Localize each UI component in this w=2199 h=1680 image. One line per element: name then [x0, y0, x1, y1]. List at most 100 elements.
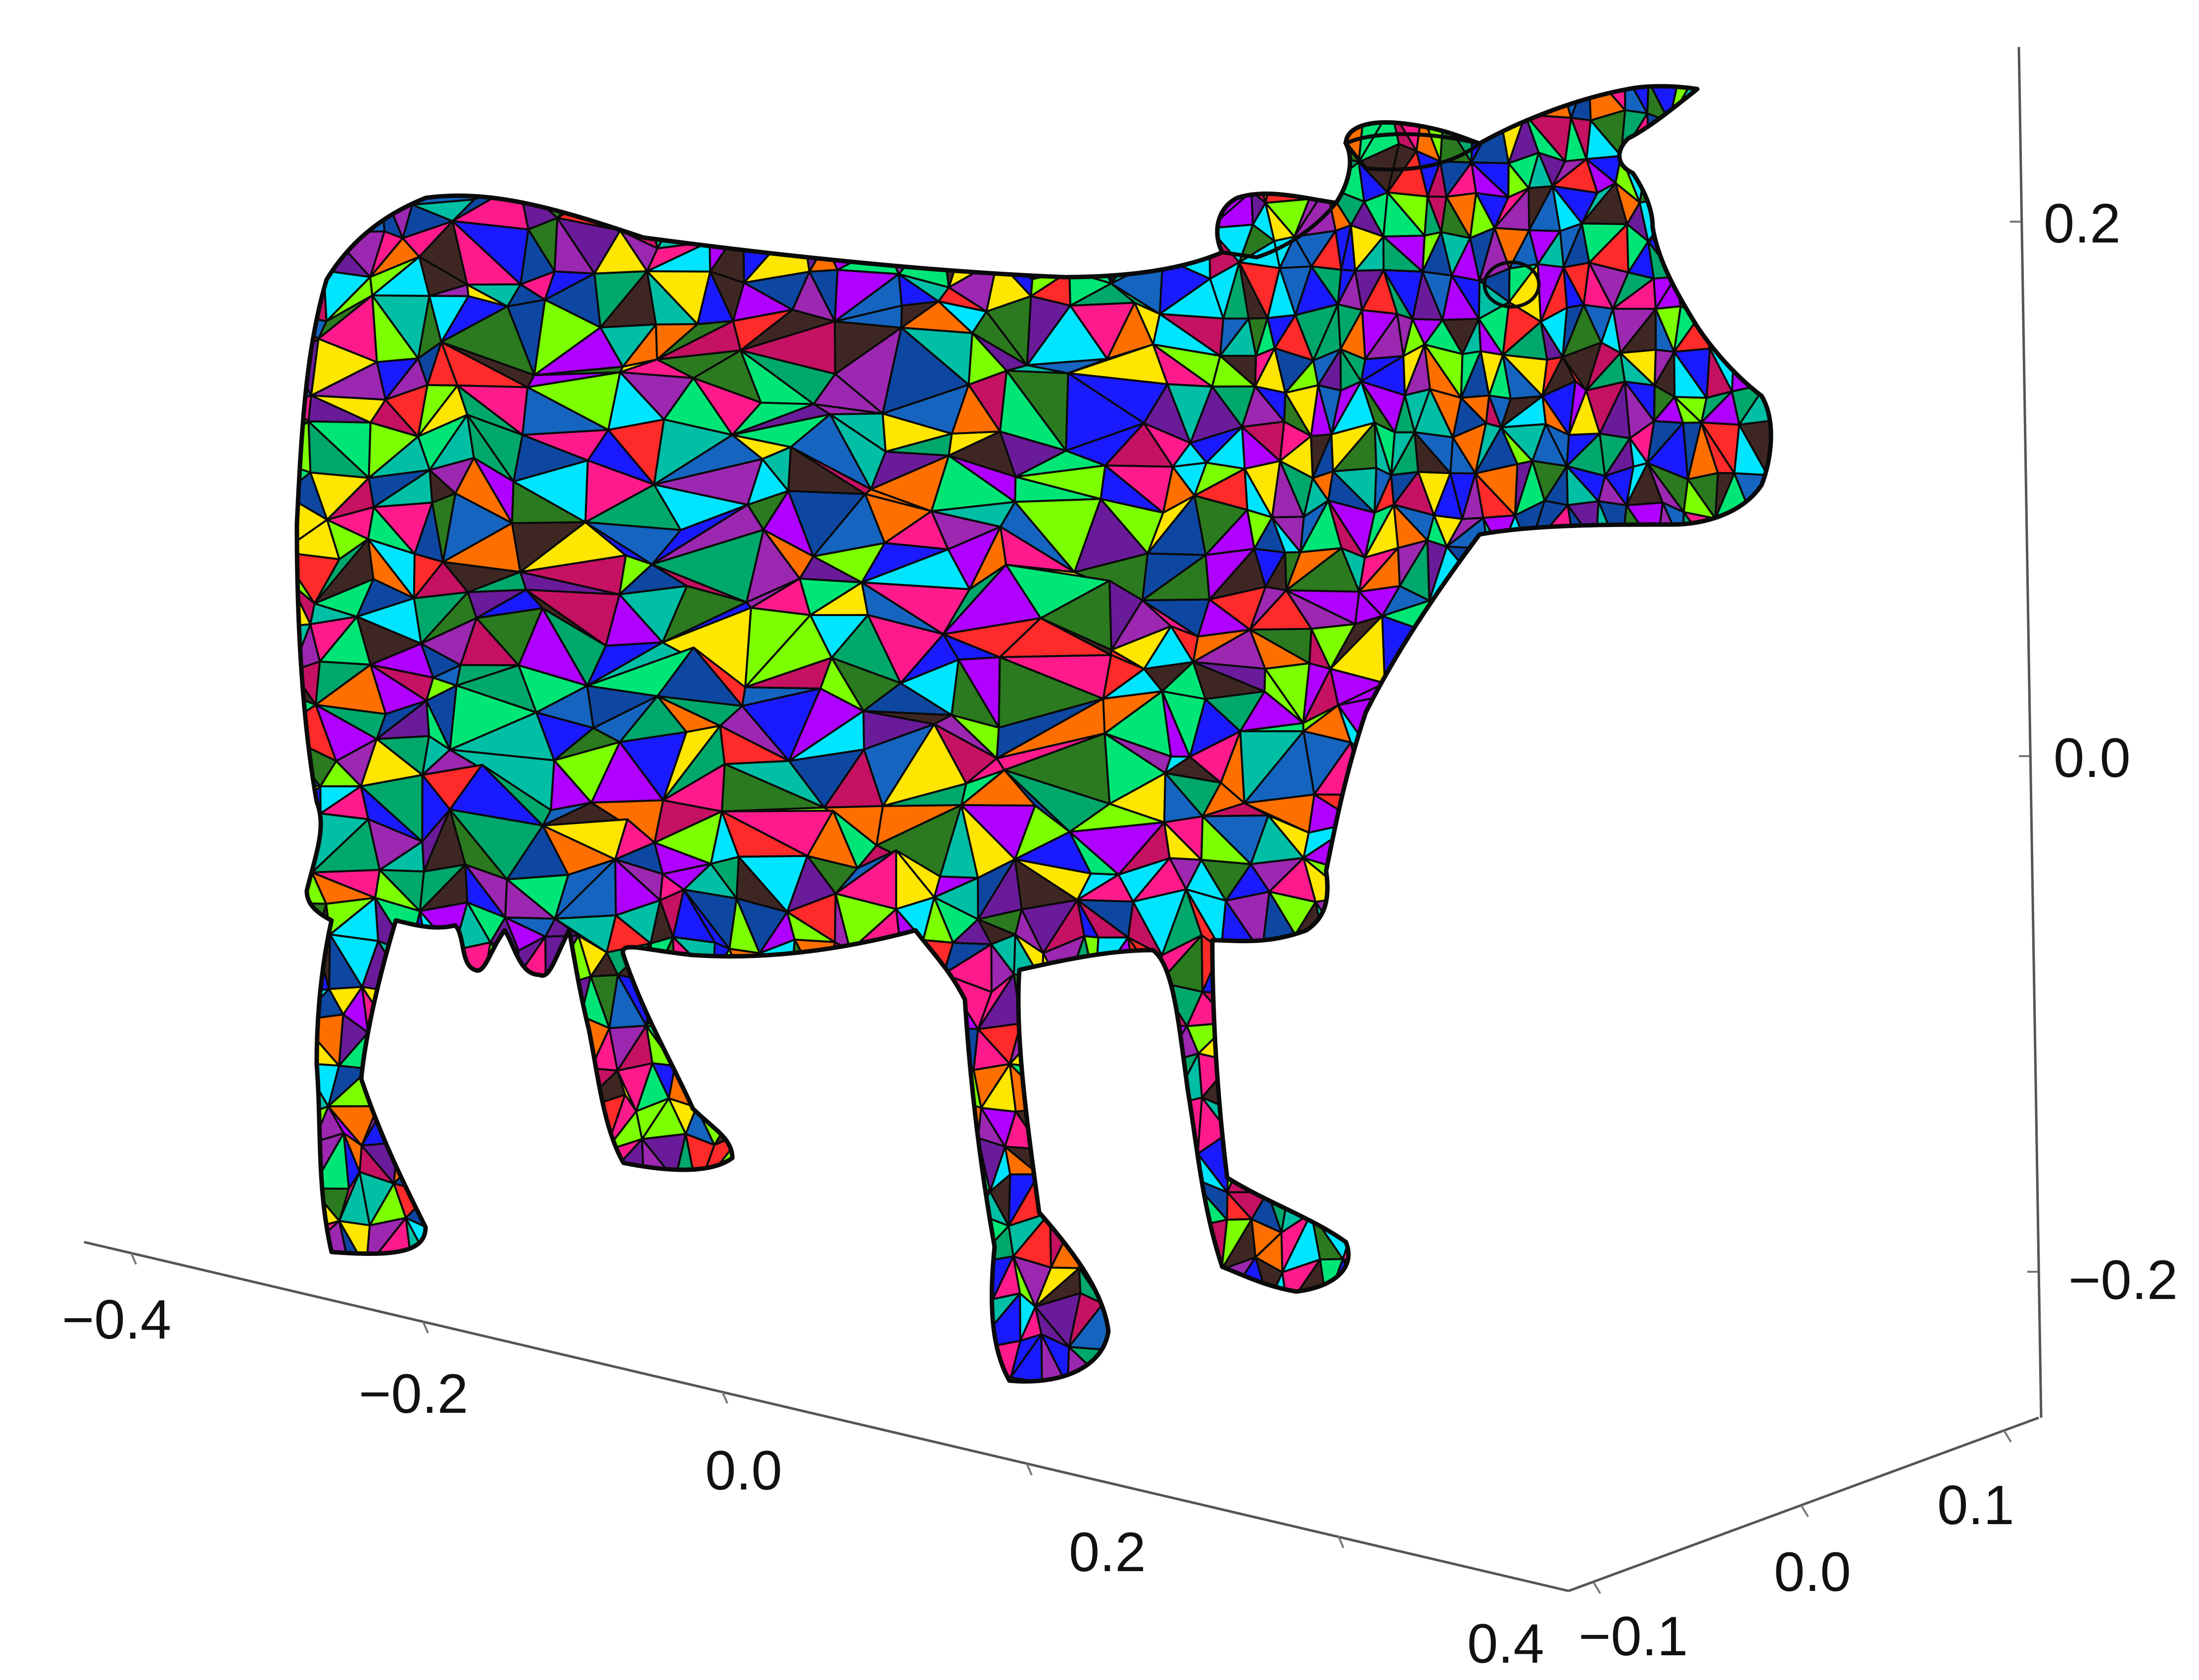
- mesh-facet: [1125, 1099, 1163, 1145]
- mesh-facet: [733, 86, 803, 106]
- mesh-facet: [1722, 875, 1771, 919]
- mesh-facet: [1155, 221, 1210, 259]
- mesh-facet: [1525, 1294, 1577, 1343]
- mesh-facet: [1248, 1135, 1293, 1187]
- mesh-facet: [297, 269, 325, 312]
- mesh-facet: [1705, 618, 1769, 673]
- mesh-facet: [1737, 198, 1761, 243]
- z-axis-ticks: [2010, 221, 2038, 1273]
- mesh-facet: [1415, 86, 1446, 119]
- mesh-facet: [739, 153, 803, 189]
- mesh-facet: [787, 1147, 823, 1174]
- mesh-facet: [1377, 1261, 1405, 1298]
- mesh-facet: [1177, 86, 1217, 105]
- mesh-facet: [701, 86, 735, 129]
- mesh-facet: [1292, 1029, 1319, 1066]
- mesh-facet: [742, 186, 781, 225]
- mesh-facet: [1424, 698, 1478, 748]
- mesh-facet: [1578, 744, 1635, 781]
- mesh-facet: [1440, 1218, 1483, 1268]
- mesh-facet: [666, 1304, 706, 1345]
- mesh-facet: [462, 1251, 501, 1297]
- mesh-facet: [779, 86, 835, 106]
- mesh-facet: [297, 828, 313, 874]
- mesh-facet: [595, 86, 660, 127]
- x-axis-line: [84, 1241, 1569, 1592]
- mesh-facet: [1695, 1143, 1730, 1183]
- mesh-facet: [1476, 721, 1549, 761]
- mesh-facet: [1496, 943, 1539, 978]
- mesh-facet: [773, 1172, 806, 1229]
- mesh-facet: [1661, 1146, 1686, 1185]
- mesh-facet: [1745, 973, 1771, 1029]
- mesh-facet: [703, 1296, 745, 1334]
- mesh-facet: [1125, 1062, 1164, 1102]
- mesh-facet: [574, 1110, 607, 1152]
- mesh-facet: [504, 86, 570, 125]
- mesh-facet: [790, 1100, 834, 1149]
- mesh-facet: [337, 1267, 381, 1312]
- mesh-facet: [732, 86, 782, 129]
- mesh-facet: [1662, 1180, 1698, 1214]
- mesh-facet: [1398, 745, 1435, 803]
- mesh-facet: [1724, 783, 1757, 836]
- mesh-facet: [1590, 1252, 1627, 1294]
- mesh-facet: [1728, 159, 1769, 201]
- mesh-facet: [952, 1251, 975, 1298]
- mesh-facet: [879, 137, 945, 203]
- mesh-facet: [1306, 112, 1337, 153]
- mesh-facet: [1637, 614, 1678, 675]
- mesh-facet: [354, 86, 409, 120]
- mesh-facet: [855, 973, 883, 1022]
- mesh-facet: [1439, 981, 1477, 1035]
- mesh-facet: [1630, 892, 1686, 938]
- mesh-facet: [693, 119, 735, 165]
- mesh-facet: [513, 1253, 545, 1296]
- mesh-facet: [391, 1013, 434, 1070]
- mesh-facet: [1758, 1097, 1771, 1148]
- mesh-facet: [1403, 1343, 1436, 1382]
- mesh-facet: [499, 1253, 516, 1297]
- mesh-facet: [1680, 780, 1726, 840]
- mesh-facet: [926, 152, 983, 203]
- mesh-facet: [1547, 704, 1588, 761]
- mesh-facet: [882, 980, 927, 1034]
- mesh-facet: [1624, 672, 1664, 716]
- mesh-facet: [1389, 86, 1417, 109]
- mesh-facet: [1433, 1145, 1477, 1192]
- mesh-facet: [1384, 675, 1456, 701]
- mesh-facet: [764, 1013, 800, 1063]
- mesh-facet: [1479, 579, 1541, 637]
- mesh-facet: [1725, 954, 1756, 976]
- mesh-facet: [1651, 1057, 1681, 1107]
- mesh-facet: [1381, 1228, 1405, 1274]
- mesh-facet: [1601, 1094, 1622, 1155]
- mesh-facet: [1731, 86, 1767, 107]
- mesh-facet: [297, 940, 317, 976]
- mesh-facet: [1681, 155, 1697, 196]
- mesh-facet: [1697, 833, 1752, 880]
- mesh-facet: [544, 1149, 584, 1193]
- mesh-facet: [897, 1267, 923, 1301]
- mesh-facet: [1757, 1057, 1771, 1100]
- mesh-facet: [739, 104, 803, 155]
- mesh-facet: [767, 1269, 808, 1311]
- axes: −0.4 −0.2 0.0 0.2 0.4 −0.1 0.0 0.1 0.2 0…: [62, 47, 2178, 1675]
- mesh-facet: [516, 1294, 558, 1337]
- mesh-facet: [1518, 613, 1569, 657]
- mesh-facet: [506, 144, 551, 184]
- mesh-facet: [1436, 634, 1482, 677]
- mesh-facet: [1072, 1102, 1107, 1150]
- mesh-facet: [1496, 899, 1539, 957]
- mesh-facet: [1559, 1094, 1606, 1155]
- mesh-facet: [1563, 1294, 1597, 1346]
- mesh-facet: [1293, 984, 1331, 1031]
- mesh-facet: [1556, 1059, 1590, 1096]
- mesh-facet: [519, 990, 564, 1025]
- mesh-facet: [504, 86, 576, 125]
- mesh-facet: [1155, 179, 1210, 230]
- mesh-facet: [882, 939, 927, 988]
- mesh-facet: [1678, 1257, 1715, 1310]
- mesh-facet: [579, 1211, 613, 1268]
- mesh-facet: [696, 1192, 742, 1223]
